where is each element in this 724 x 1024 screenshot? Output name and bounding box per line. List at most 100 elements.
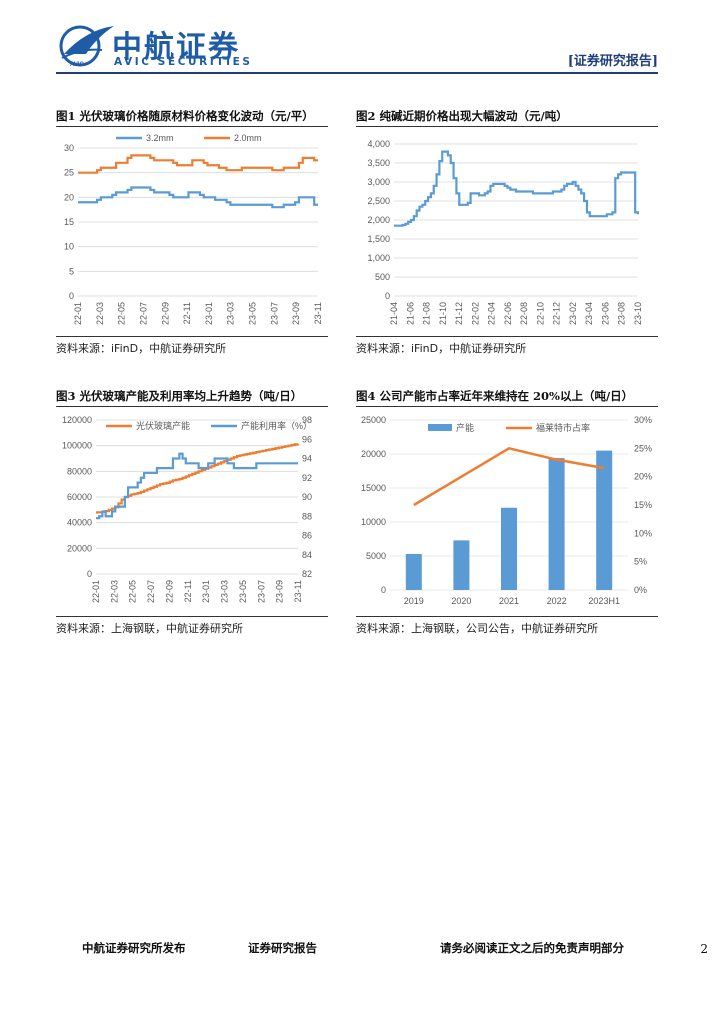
x-tick-label: 22-11 <box>182 302 192 324</box>
chart-soda-ash-price: 0 500 1,000 1,500 2,000 2,500 3,000 3,500 4,000 2… <box>367 139 643 325</box>
y-right-tick-label: 25% <box>634 443 652 453</box>
x-tick-label: 21-08 <box>422 302 432 325</box>
y-right-tick-label: 92 <box>302 473 312 483</box>
svg-text:AVIC: AVIC <box>70 62 85 68</box>
bar <box>453 540 470 590</box>
y-tick-label: 15 <box>64 217 74 227</box>
chart-glass-price: 0 5 10 15 20 25 30 22-01 22-03 22-05 22-07 22-09 22-… <box>64 133 323 325</box>
x-tick-label: 22-05 <box>117 302 127 325</box>
x-tick-label: 23-07 <box>256 580 266 603</box>
share-line <box>413 446 605 507</box>
footer-disclaimer: 请务必阅读正文之后的免责声明部分 <box>440 941 624 955</box>
x-tick-label: 2022 <box>547 596 567 606</box>
y-right-tick-label: 84 <box>302 550 312 560</box>
y-right-tick-label: 15% <box>634 500 652 510</box>
x-tick-label: 21-10 <box>438 302 448 325</box>
y-tick-label: 0 <box>87 569 92 579</box>
legend-label: 福莱特市占率 <box>536 422 590 433</box>
x-tick-label: 22-11 <box>183 580 193 602</box>
y-tick-label: 4,000 <box>367 139 390 149</box>
x-tick-label: 23-11 <box>313 302 323 324</box>
series-line <box>96 452 298 520</box>
series-line <box>394 150 640 227</box>
y-right-tick-label: 86 <box>302 531 312 541</box>
x-tick-label: 22-09 <box>160 302 170 325</box>
y-tick-label: 25 <box>64 168 74 178</box>
chart-capacity-utilization: 0 20000 40000 60000 80000 100000 120000 82 84 86 8… <box>62 415 312 603</box>
page-number: 2 <box>700 942 708 956</box>
x-tick-label: 22-05 <box>128 580 138 603</box>
y-tick-label: 0 <box>381 585 386 595</box>
x-tick-label: 21-12 <box>454 302 464 325</box>
y-right-tick-label: 96 <box>302 434 312 444</box>
y-tick-label: 0 <box>385 291 390 301</box>
x-tick-label: 22-03 <box>109 580 119 603</box>
y-tick-label: 1,000 <box>367 253 390 263</box>
x-tick-label: 23-11 <box>293 580 303 602</box>
x-tick-label: 22-06 <box>503 302 513 325</box>
x-tick-label: 22-10 <box>535 302 545 325</box>
x-tick-label: 22-01 <box>91 580 101 603</box>
figure-3-rule <box>56 406 328 407</box>
figure-2-rule <box>356 126 658 127</box>
figure-2-title: 图2 纯碱近期价格出现大幅波动（元/吨） <box>356 109 568 123</box>
bar <box>405 553 422 590</box>
report-type-tag: [证券研究报告] <box>567 54 658 69</box>
y-tick-label: 40000 <box>67 518 92 528</box>
x-tick-label: 2020 <box>451 596 471 606</box>
y-tick-label: 1,500 <box>367 234 390 244</box>
x-tick-label: 23-10 <box>633 302 643 325</box>
y-tick-label: 20000 <box>67 543 92 553</box>
figure-3-source: 资料来源：上海钢联，中航证券研究所 <box>56 622 243 635</box>
y-tick-label: 25000 <box>361 415 386 425</box>
x-tick-label: 23-05 <box>248 302 258 325</box>
y-tick-label: 120000 <box>62 415 92 425</box>
x-tick-label: 21-06 <box>405 302 415 325</box>
y-tick-label: 5 <box>69 266 74 276</box>
x-tick-label: 23-02 <box>568 302 578 325</box>
x-tick-label: 22-04 <box>487 302 497 325</box>
figure-4-title: 图4 公司产能市占率近年来维持在 20%以上（吨/日） <box>356 389 634 403</box>
logo-title: 中航证券 <box>112 30 240 65</box>
x-tick-label: 21-04 <box>389 302 399 325</box>
y-tick-label: 0 <box>69 291 74 301</box>
x-tick-label: 23-08 <box>617 302 627 325</box>
logo-subtitle: AVIC SECURITIES <box>114 56 253 68</box>
x-tick-label: 23-05 <box>238 580 248 603</box>
bar <box>501 507 517 590</box>
y-tick-label: 3,000 <box>367 177 390 187</box>
legend-label: 光伏玻璃产能 <box>136 420 190 431</box>
y-tick-label: 10000 <box>361 517 386 527</box>
x-tick-label: 23-03 <box>226 302 236 325</box>
figure-1-bottom-rule <box>56 336 328 337</box>
series-line <box>96 443 300 514</box>
footer-publisher: 中航证券研究所发布 <box>82 941 186 955</box>
figure-4-source: 资料来源：上海钢联，公司公告，中航证券研究所 <box>356 622 598 635</box>
figure-3-title: 图3 光伏玻璃产能及利用率均上升趋势（吨/日） <box>56 389 303 403</box>
bar <box>548 458 565 590</box>
y-tick-label: 3,500 <box>367 158 390 168</box>
x-tick-label: 23-09 <box>275 580 285 603</box>
chart-capacity-market-share: 0 5000 10000 15000 20000 25000 0% 5% 10% 15% 20% 25… <box>361 415 652 606</box>
y-tick-label: 100000 <box>62 441 92 451</box>
x-tick-label: 23-06 <box>600 302 610 325</box>
x-tick-label: 23-04 <box>584 302 594 325</box>
figure-1-title: 图1 光伏玻璃价格随原材料价格变化波动（元/平） <box>56 109 314 123</box>
figure-1-rule <box>56 126 328 127</box>
y-right-tick-label: 94 <box>302 454 312 464</box>
y-right-tick-label: 98 <box>302 415 312 425</box>
y-right-tick-label: 10% <box>634 528 652 538</box>
x-tick-label: 22-01 <box>73 302 83 325</box>
series-line <box>78 186 318 209</box>
figure-1-source: 资料来源：iFinD，中航证券研究所 <box>56 342 227 355</box>
header-divider <box>56 72 658 74</box>
legend-label: 产能 <box>456 422 474 433</box>
legend-label: 产能利用率（%） <box>241 420 312 431</box>
y-right-tick-label: 20% <box>634 472 652 482</box>
bar <box>596 450 613 590</box>
y-right-tick-label: 90 <box>302 492 312 502</box>
x-tick-label: 2023H1 <box>588 596 620 606</box>
x-tick-label: 22-08 <box>519 302 529 325</box>
x-tick-label: 23-01 <box>204 302 214 325</box>
x-tick-label: 22-12 <box>552 302 562 325</box>
